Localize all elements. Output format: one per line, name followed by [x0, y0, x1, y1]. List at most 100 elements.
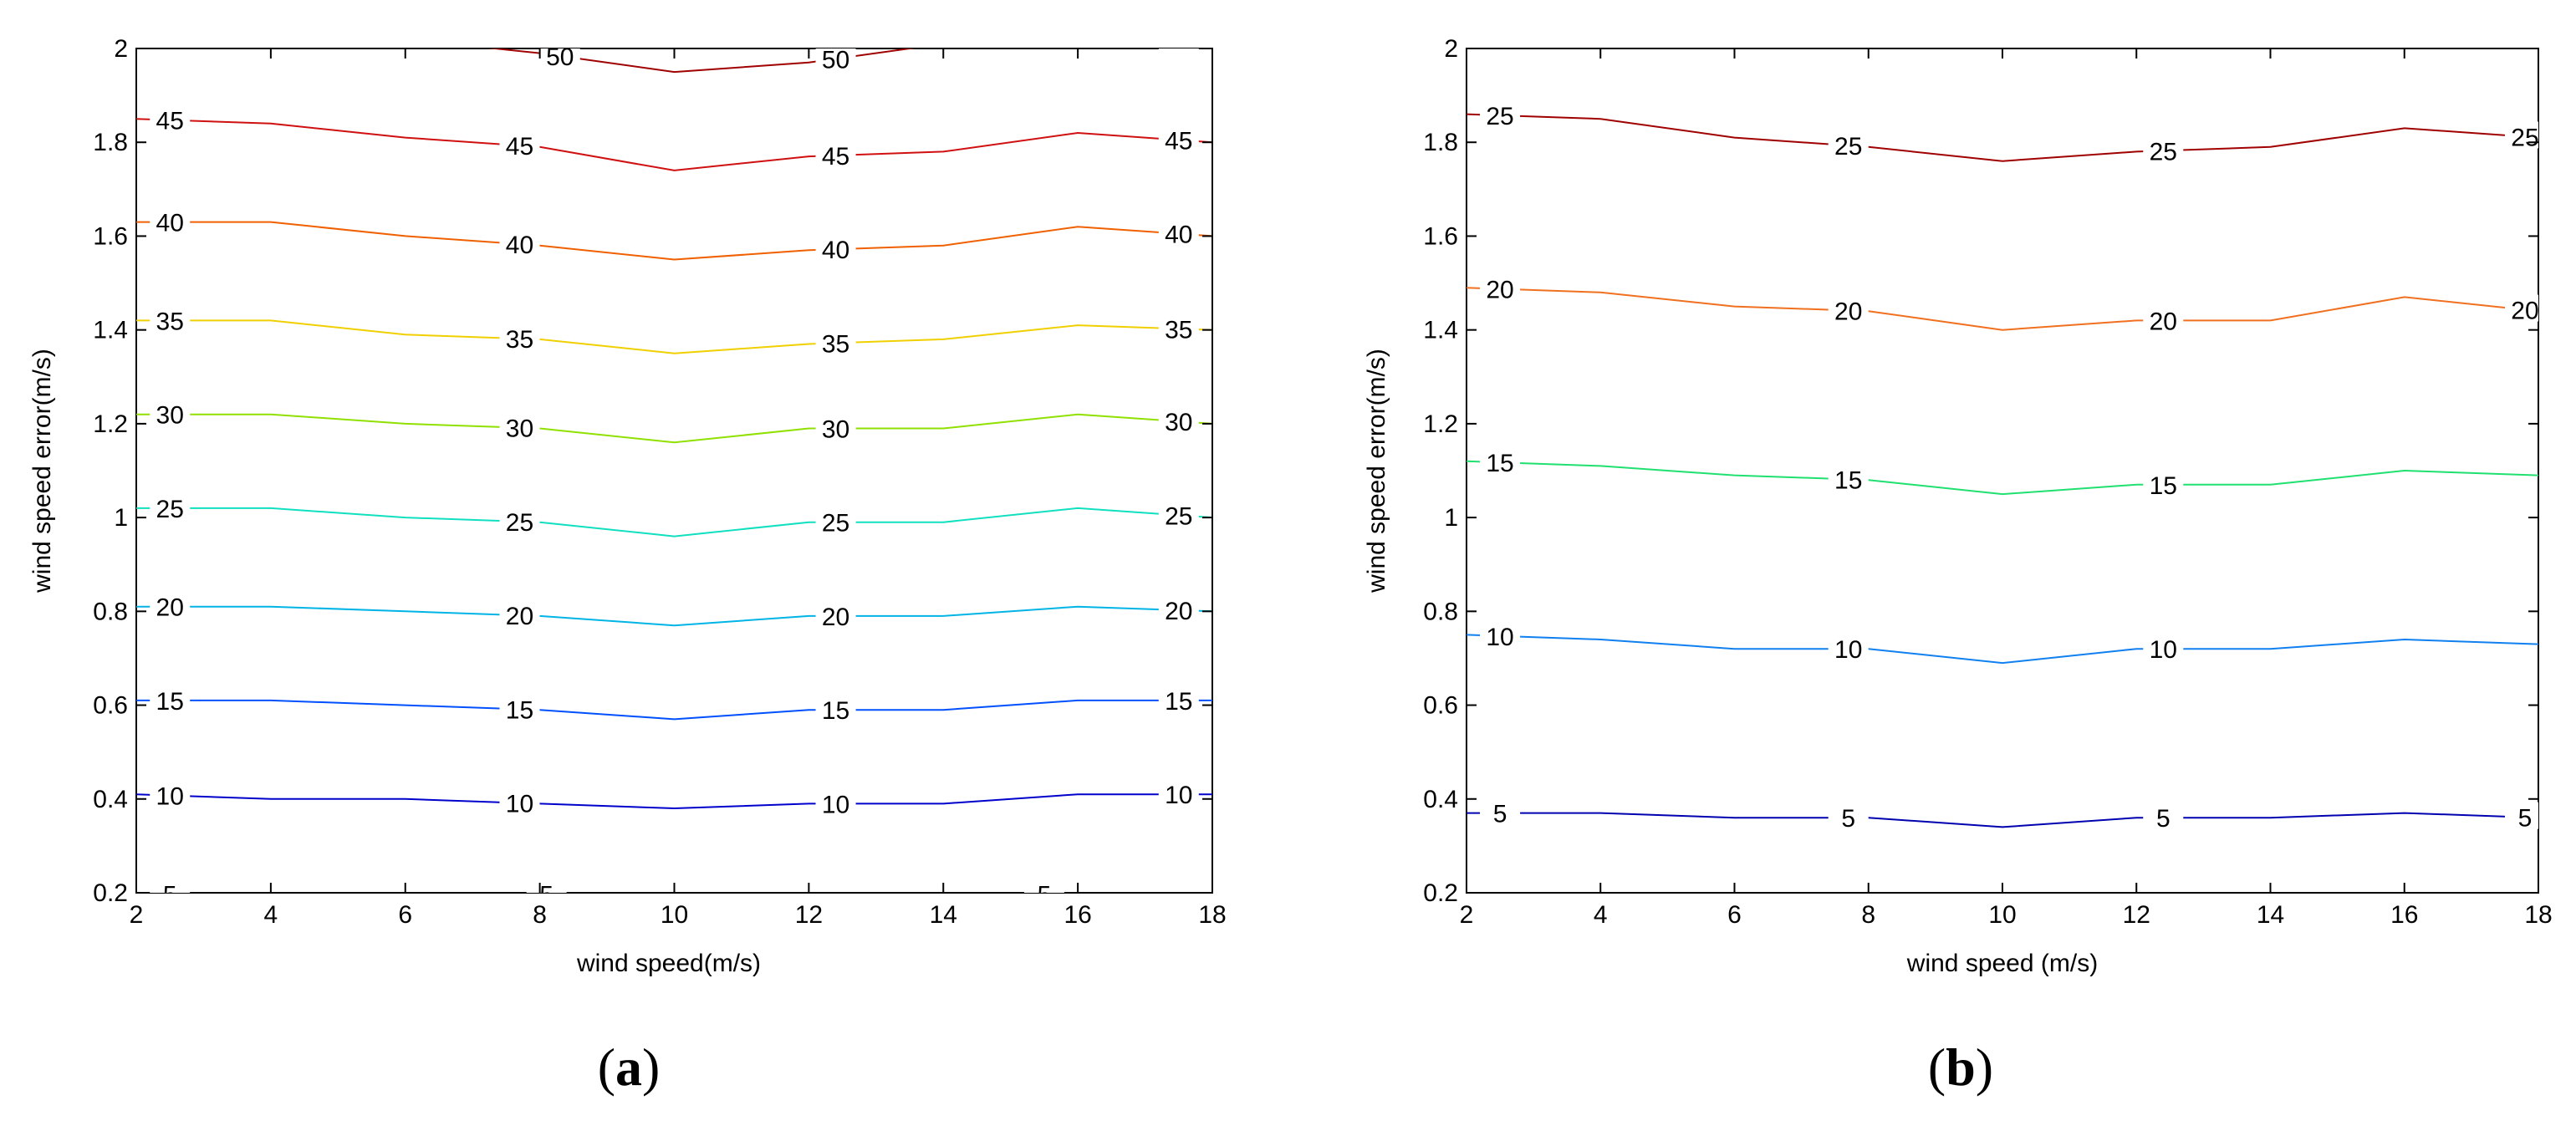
contour-label-background	[150, 399, 191, 426]
y-tick-label: 0.4	[1423, 786, 1458, 813]
contour-label-background	[1158, 125, 1199, 152]
y-tick-label: 2	[1444, 35, 1458, 63]
x-tick-label: 2	[1460, 901, 1474, 929]
contour-label-background	[499, 324, 540, 351]
contour-label-background	[150, 879, 191, 893]
contour-label-20: 20	[506, 603, 533, 630]
contour-label-45: 45	[156, 108, 184, 135]
y-tick-label: 0.2	[1423, 879, 1458, 907]
contour-label-10: 10	[822, 791, 849, 818]
x-tick-label: 16	[1064, 901, 1091, 929]
panel-b-caption: (b)	[1928, 1037, 1993, 1097]
contour-line-20	[1467, 287, 2538, 331]
contour-label-background	[150, 780, 191, 808]
panel-a-contour-plot: 5 5 5 10 10 10 10 15 15 15 15 20 20 20 20 25 25 25 25 30 30 3…	[28, 25, 1227, 1097]
contour-label-25: 25	[1165, 502, 1192, 530]
contour-label-10: 10	[506, 791, 533, 818]
contour-label-background	[815, 328, 856, 355]
contour-label-background	[2504, 294, 2538, 322]
x-tick-label: 16	[2390, 901, 2418, 929]
contour-label-50: 50	[546, 43, 574, 71]
x-tick-label: 4	[264, 901, 278, 929]
y-tick-label: 0.2	[93, 879, 128, 907]
contour-label-background	[499, 787, 540, 815]
x-tick-label: 18	[1198, 901, 1226, 929]
contour-label-background	[1828, 802, 1869, 830]
panel-a-x-axis-label: wind speed(m/s)	[576, 950, 761, 977]
contour-label-30: 30	[1165, 409, 1192, 436]
contour-label-background	[1158, 685, 1199, 712]
contour-label-background	[499, 412, 540, 440]
contour-label-background	[815, 413, 856, 441]
x-tick-label: 6	[398, 901, 412, 929]
y-tick-label: 1.2	[93, 410, 128, 438]
contour-label-25: 25	[156, 496, 184, 523]
contour-line-15	[1467, 460, 2538, 496]
contour-label-background	[815, 140, 856, 167]
x-tick-label: 12	[795, 901, 823, 929]
contour-label-background	[1480, 797, 1521, 825]
contour-label-background	[2504, 802, 2538, 829]
y-tick-label: 1.6	[93, 222, 128, 250]
contour-label-background	[1158, 218, 1199, 246]
contour-label-background	[2143, 135, 2184, 163]
contour-label-30: 30	[156, 402, 184, 430]
contour-label-25: 25	[822, 510, 849, 538]
contour-label-5: 5	[1038, 882, 1052, 909]
contour-label-background	[1158, 500, 1199, 527]
contour-label-background	[150, 591, 191, 619]
contour-label-background	[815, 507, 856, 534]
contour-label-background	[150, 492, 191, 520]
contour-label-20: 20	[2150, 308, 2177, 335]
x-tick-label: 6	[1727, 901, 1742, 929]
y-tick-label: 0.6	[93, 692, 128, 720]
contour-label-45: 45	[822, 143, 849, 171]
contour-label-background	[815, 695, 856, 722]
contour-label-20: 20	[1165, 598, 1192, 625]
contour-label-40: 40	[822, 237, 849, 264]
y-tick-label: 1.8	[1423, 129, 1458, 156]
contour-label-background	[2143, 634, 2184, 661]
panel-b-contour-plot: 5 5 5 5 10 10 10 15 15 15 20 20 20 20 25 25 25 25 2 4 6 8 10 1…	[1363, 35, 2553, 1097]
contour-label-50: 50	[1165, 25, 1192, 53]
contour-label-15: 15	[1486, 450, 1513, 477]
y-tick-label: 1.8	[93, 129, 128, 156]
contour-label-background	[1828, 634, 1869, 661]
contour-label-background	[815, 234, 856, 262]
contour-label-50: 50	[822, 46, 849, 74]
contour-label-background	[815, 48, 856, 71]
x-tick-label: 10	[661, 901, 688, 929]
contour-label-10: 10	[156, 783, 184, 811]
contour-label-background	[2143, 469, 2184, 497]
x-tick-label: 2	[130, 901, 144, 929]
y-tick-label: 1.4	[93, 317, 128, 344]
contour-label-background	[150, 685, 191, 712]
x-tick-label: 4	[1594, 901, 1608, 929]
panel-b-y-axis-label: wind speed error(m/s)	[1363, 349, 1390, 594]
contour-label-5: 5	[2156, 805, 2170, 833]
contour-label-background	[1480, 273, 1521, 301]
contour-label-5: 5	[539, 882, 553, 909]
x-tick-label: 14	[2257, 901, 2284, 929]
panel-a-x-ticks: 2 4 6 8 10 12 14 16 18	[130, 48, 1227, 929]
contour-label-40: 40	[506, 232, 533, 259]
contour-label-40: 40	[1165, 222, 1192, 249]
contour-line-25	[136, 507, 1212, 538]
contour-label-25: 25	[506, 509, 533, 537]
contour-label-background	[499, 694, 540, 721]
contour-label-5: 5	[1841, 805, 1855, 833]
contour-line-40	[136, 221, 1212, 261]
x-tick-label: 12	[2123, 901, 2150, 929]
contour-label-10: 10	[1165, 782, 1192, 809]
x-tick-label: 14	[930, 901, 957, 929]
contour-label-background	[2143, 802, 2184, 830]
contour-label-background	[150, 104, 191, 132]
contour-label-20: 20	[822, 604, 849, 631]
contour-label-10: 10	[1486, 624, 1513, 651]
contour-line-30	[136, 413, 1212, 444]
contour-label-background	[526, 879, 567, 893]
y-tick-label: 1.4	[1423, 317, 1458, 344]
panel-b-caption-letter: b	[1946, 1037, 1976, 1097]
contour-label-background	[1480, 620, 1521, 648]
panel-b-y-ticks: 0.2 0.4 0.6 0.8 1 1.2 1.4 1.6 1.8 2	[1423, 35, 2538, 907]
